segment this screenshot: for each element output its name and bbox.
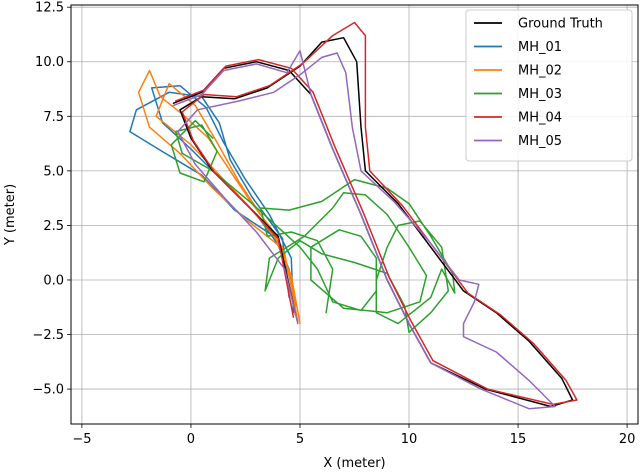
x-tick-label: 20 xyxy=(619,432,636,447)
y-tick-label: 5.0 xyxy=(43,164,64,179)
legend-label: MH_03 xyxy=(518,87,562,102)
x-tick-label: 15 xyxy=(510,432,527,447)
series-line-mh-02 xyxy=(137,69,301,325)
y-tick-label: 0.0 xyxy=(43,273,64,288)
x-tick-label: 5 xyxy=(296,432,304,447)
series-lines xyxy=(129,21,578,410)
y-tick-label: 10.0 xyxy=(35,55,64,70)
y-tick-label: 2.5 xyxy=(43,219,64,234)
x-tick-label: 10 xyxy=(401,432,418,447)
legend-label: Ground Truth xyxy=(518,17,603,32)
y-tick-label: 7.5 xyxy=(43,110,64,125)
y-tick-label: 12.5 xyxy=(35,1,64,16)
axis-ticks: −5 0 5 10 15 20 −5.0 −2.5 0.0 2.5 5.0 7.5 10.0 12.5 xyxy=(32,1,635,447)
series-line-mh-05 xyxy=(172,50,556,410)
legend-label: MH_02 xyxy=(518,64,562,79)
plot-frame xyxy=(70,4,639,425)
legend-label: MH_05 xyxy=(518,134,562,149)
legend-label: MH_04 xyxy=(518,111,562,126)
legend: Ground Truth MH_01 MH_02 MH_03 MH_04 MH_05 xyxy=(465,9,633,162)
series-line-mh-04 xyxy=(174,21,578,406)
x-tick-label: −5 xyxy=(72,432,91,447)
x-axis-title: X (meter) xyxy=(323,456,385,471)
y-tick-label: −5.0 xyxy=(32,383,64,398)
x-tick-label: 0 xyxy=(187,432,195,447)
legend-box xyxy=(465,9,633,162)
series-line-mh-03 xyxy=(170,119,456,334)
legend-label: MH_01 xyxy=(518,40,562,55)
y-tick-label: −2.5 xyxy=(32,328,64,343)
series-line-mh-01 xyxy=(129,84,297,316)
y-axis-title: Y (meter) xyxy=(3,184,18,246)
